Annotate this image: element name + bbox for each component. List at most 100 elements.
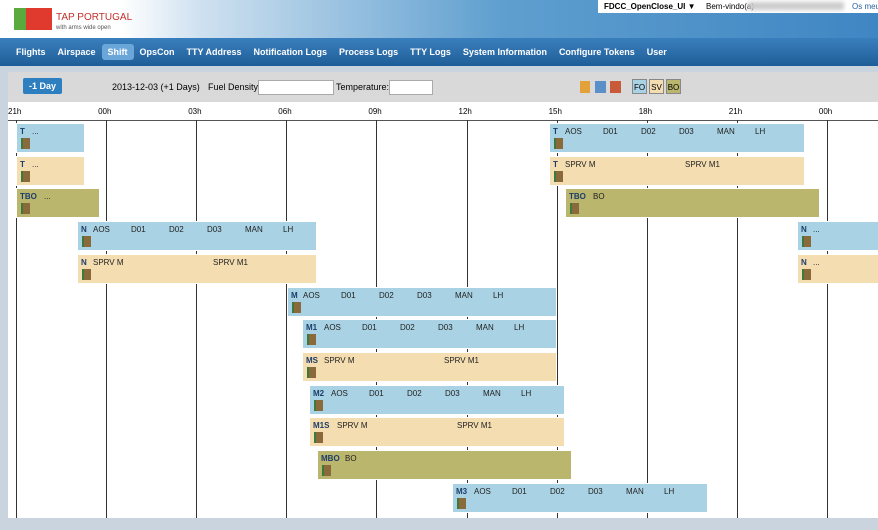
crew-icon	[307, 334, 316, 346]
shift-item: MAN	[626, 486, 644, 496]
shift-item: ...	[813, 225, 820, 235]
shift-item: SPRV M1	[213, 257, 248, 267]
shift-item: SPRV M	[93, 257, 124, 267]
shift-code: M1	[306, 323, 318, 333]
nav-item[interactable]: Notification Logs	[253, 47, 328, 57]
shift-item: BO	[593, 192, 605, 202]
shift-code: TBO	[20, 192, 37, 202]
shift-item: AOS	[331, 388, 348, 398]
shift-bar[interactable]: N...	[797, 221, 878, 252]
fuel-input[interactable]	[258, 80, 334, 95]
filter-toggle[interactable]: FO	[632, 79, 647, 94]
nav-item[interactable]: Flights	[16, 47, 46, 57]
icon[interactable]	[610, 81, 621, 93]
date: 2013-12-03 (+1 Days)	[112, 82, 200, 92]
logo	[14, 8, 52, 30]
user-name	[748, 2, 844, 10]
hour-label: 06h	[278, 107, 292, 116]
shift-bar[interactable]: T SPRV M SPRV M1	[549, 155, 805, 186]
shift-code: MBO	[321, 454, 340, 463]
shift-item: BO	[345, 454, 357, 463]
shift-item: D03	[438, 323, 453, 333]
temperature-label: Temperature:	[336, 82, 390, 92]
welcome: Bem-vindo(a)	[706, 2, 755, 11]
shift-bar[interactable]: N AOS D01 D02 D03 MAN LH	[77, 221, 317, 252]
icon[interactable]	[595, 81, 606, 93]
nav-item[interactable]: Configure Tokens	[558, 47, 635, 57]
shift-bar[interactable]: M1 AOS D01 D02 D03 MAN LH	[302, 319, 557, 350]
crew-icon	[554, 138, 563, 149]
nav-item[interactable]: TTY Address	[186, 47, 242, 57]
temperature-input[interactable]	[389, 80, 433, 95]
toolbar: -1 Day 2013-12-03 (+1 Days) Fuel Density…	[8, 72, 878, 102]
shift-item: D03	[207, 225, 222, 235]
shift-item: D03	[679, 127, 694, 136]
prev-day-button[interactable]: -1 Day	[23, 78, 63, 94]
shift-item: AOS	[324, 323, 341, 333]
hour-line	[466, 120, 468, 518]
shift-code: N	[81, 257, 87, 267]
crew-icon	[802, 236, 811, 248]
shift-item: D01	[512, 486, 527, 496]
hour-label: 18h	[638, 107, 653, 116]
shift-bar[interactable]: T...	[16, 123, 85, 153]
shift-bar[interactable]: M2 AOS D01 D02 D03 MAN LH	[309, 384, 565, 415]
shift-bar[interactable]: N...	[797, 253, 878, 284]
shift-bar[interactable]: T...	[16, 155, 85, 186]
app-menu[interactable]: FDCC_OpenClose_UI ▼	[604, 2, 696, 11]
hour-line	[556, 120, 558, 518]
shift-code: M1S	[313, 421, 330, 431]
shift-item: MAN	[483, 388, 501, 398]
nav-item[interactable]: TTY Logs	[410, 47, 451, 57]
shift-item: SPRV M	[565, 159, 596, 169]
nav-item[interactable]: System Information	[462, 47, 547, 57]
shift-bar[interactable]: N SPRV M SPRV M1	[77, 253, 317, 284]
shift-bar[interactable]: T AOS D01 D02 D03 MAN LH	[549, 123, 805, 153]
shift-code: T	[553, 159, 558, 169]
shift-item: D03	[417, 290, 432, 300]
crew-icon	[82, 236, 91, 248]
nav-item[interactable]: Process Logs	[339, 47, 399, 57]
shift-bar[interactable]: TBO...	[16, 188, 100, 219]
crew-icon	[21, 138, 30, 149]
shift-bar[interactable]: M1S SPRV M SPRV M1	[309, 417, 565, 448]
shift-item: ...	[32, 159, 39, 169]
filter-toggle[interactable]: SV	[649, 79, 664, 94]
shift-item: D01	[341, 290, 356, 300]
shift-item: LH	[283, 225, 294, 235]
shift-item: D01	[369, 388, 384, 398]
shift-item: SPRV M1	[457, 421, 492, 431]
shift-item: D02	[169, 225, 184, 235]
shift-bar[interactable]: M AOS D01 D02 D03 MAN LH	[287, 286, 557, 317]
crew-icon	[570, 203, 579, 215]
nav-item[interactable]: Airspace	[57, 47, 96, 57]
crew-icon	[322, 465, 331, 476]
nav-item[interactable]: OpsCon	[139, 47, 175, 57]
crew-icon	[457, 497, 466, 509]
nav-item[interactable]: User	[646, 47, 667, 57]
shift-bar[interactable]: TBO BO	[565, 188, 820, 219]
shift-code: N	[81, 225, 87, 235]
shift-bar[interactable]: MBO BO	[317, 450, 572, 480]
shift-item: D03	[445, 388, 460, 398]
timeline: 21h 00h 03h 06h 09h 12h 15h 18h 21h 00h T... T AOS D0…	[8, 102, 878, 518]
shift-bar[interactable]: M3 AOS D01 D02 D03 MAN LH	[452, 482, 708, 513]
shift-code: N	[801, 257, 807, 267]
filter-toggle[interactable]: BO	[666, 79, 681, 94]
shift-item: AOS	[474, 486, 491, 496]
shift-bar[interactable]: MS SPRV M SPRV M1	[302, 351, 557, 382]
nav-item[interactable]: Shift	[101, 44, 134, 60]
icon[interactable]	[580, 81, 590, 93]
shift-item: D02	[407, 388, 422, 398]
hour-label: 21h	[8, 107, 22, 116]
link[interactable]: Os meu	[852, 2, 878, 11]
shift-item: MAN	[455, 290, 473, 300]
crew-icon	[292, 301, 301, 313]
shift-code: M3	[456, 486, 468, 496]
shift-code: M	[291, 290, 298, 300]
shift-code: T	[20, 127, 25, 136]
hour-label: 00h	[98, 107, 112, 116]
shift-item: SPRV M1	[444, 355, 479, 365]
nav-bar: Flights Airspace Shift OpsCon TTY Address Not…	[0, 38, 878, 66]
shift-item: D03	[588, 486, 603, 496]
